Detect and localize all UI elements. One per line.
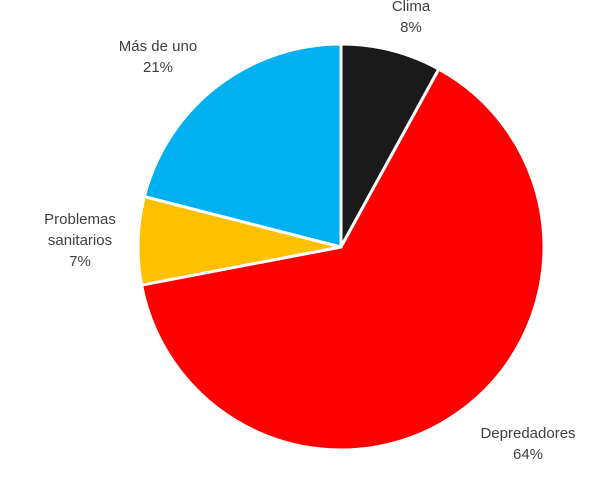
slice-label-percent: 64% [512,446,544,463]
slice-label-name: Más de uno [118,38,198,55]
slice-label-percent: 21% [142,59,174,76]
slice-label-name: Clima [391,0,431,15]
pie-slice-mas-de-uno [142,42,343,249]
slice-label-clima: Clima 8% [392,0,430,38]
pie-slice-depredadores [140,67,546,452]
slice-label-percent: 7% [69,253,91,270]
pie-slice-clima [339,42,441,249]
slice-label-depredadores: Depredadores 64% [480,423,575,465]
slice-label-mas-de-uno: Más de uno 21% [119,36,197,78]
slice-label-name: Problemas [44,211,116,228]
slice-label-name-line2: sanitarios [47,232,113,249]
slice-label-problemas-sanitarios: Problemas sanitarios 7% [44,209,116,272]
slice-label-name: Depredadores [480,425,576,442]
slice-label-percent: 8% [400,19,422,36]
